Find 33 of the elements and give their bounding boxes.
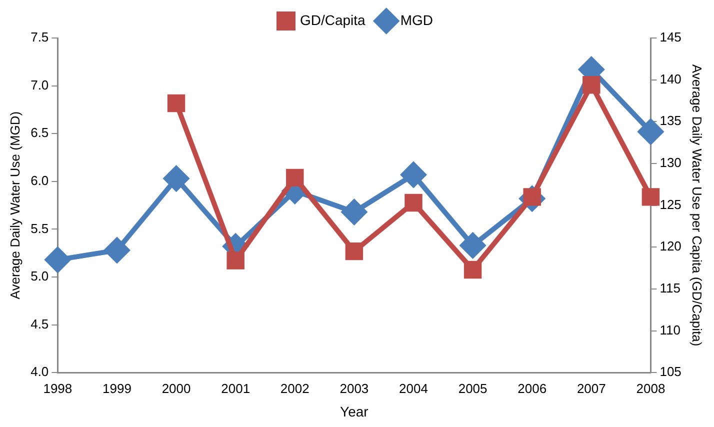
y2-axis-title: Average Daily Water Use per Capita (GD/Capita)	[690, 64, 705, 346]
x-tick-label: 2003	[340, 380, 369, 396]
x-tick-label: 2004	[399, 380, 428, 396]
y-tick-label: 5.0	[30, 268, 49, 284]
x-tick-label: 2002	[280, 380, 310, 396]
y2-tick-label: 110	[660, 322, 680, 338]
x-tick-label: 2007	[576, 380, 606, 396]
y-axis-title: Average Daily Water Use (MGD)	[7, 111, 22, 300]
x-tick-label: 2000	[162, 380, 191, 396]
y2-tick-label: 120	[660, 238, 682, 254]
legend-label: GD/Capita	[300, 12, 366, 28]
x-tick-label: 2001	[221, 380, 250, 396]
y-tick-label: 4.5	[30, 316, 49, 332]
x-tick-label: 2008	[636, 380, 666, 396]
y2-tick-label: 130	[660, 155, 682, 170]
x-tick-label: 1998	[43, 380, 72, 396]
y-tick-label: 6.0	[30, 172, 49, 188]
y-tick-label: 4.0	[30, 364, 49, 380]
x-tick-label: 2005	[458, 380, 488, 396]
y2-tick-label: 140	[660, 71, 682, 86]
y2-tick-label: 115	[660, 280, 680, 296]
y2-tick-label: 145	[660, 30, 682, 45]
y-tick-label: 7.5	[30, 30, 49, 45]
x-tick-label: 2006	[518, 380, 547, 396]
y-tick-label: 7.0	[30, 77, 49, 92]
x-axis-title: Year	[340, 403, 369, 420]
y2-tick-label: 105	[660, 364, 682, 380]
x-tick-label: 1999	[102, 380, 132, 396]
legend-label: MGD	[400, 12, 434, 28]
y2-tick-label: 125	[660, 196, 682, 212]
y-tick-label: 6.5	[30, 125, 49, 140]
y-tick-label: 5.5	[30, 220, 49, 236]
y2-tick-label: 135	[660, 113, 682, 128]
